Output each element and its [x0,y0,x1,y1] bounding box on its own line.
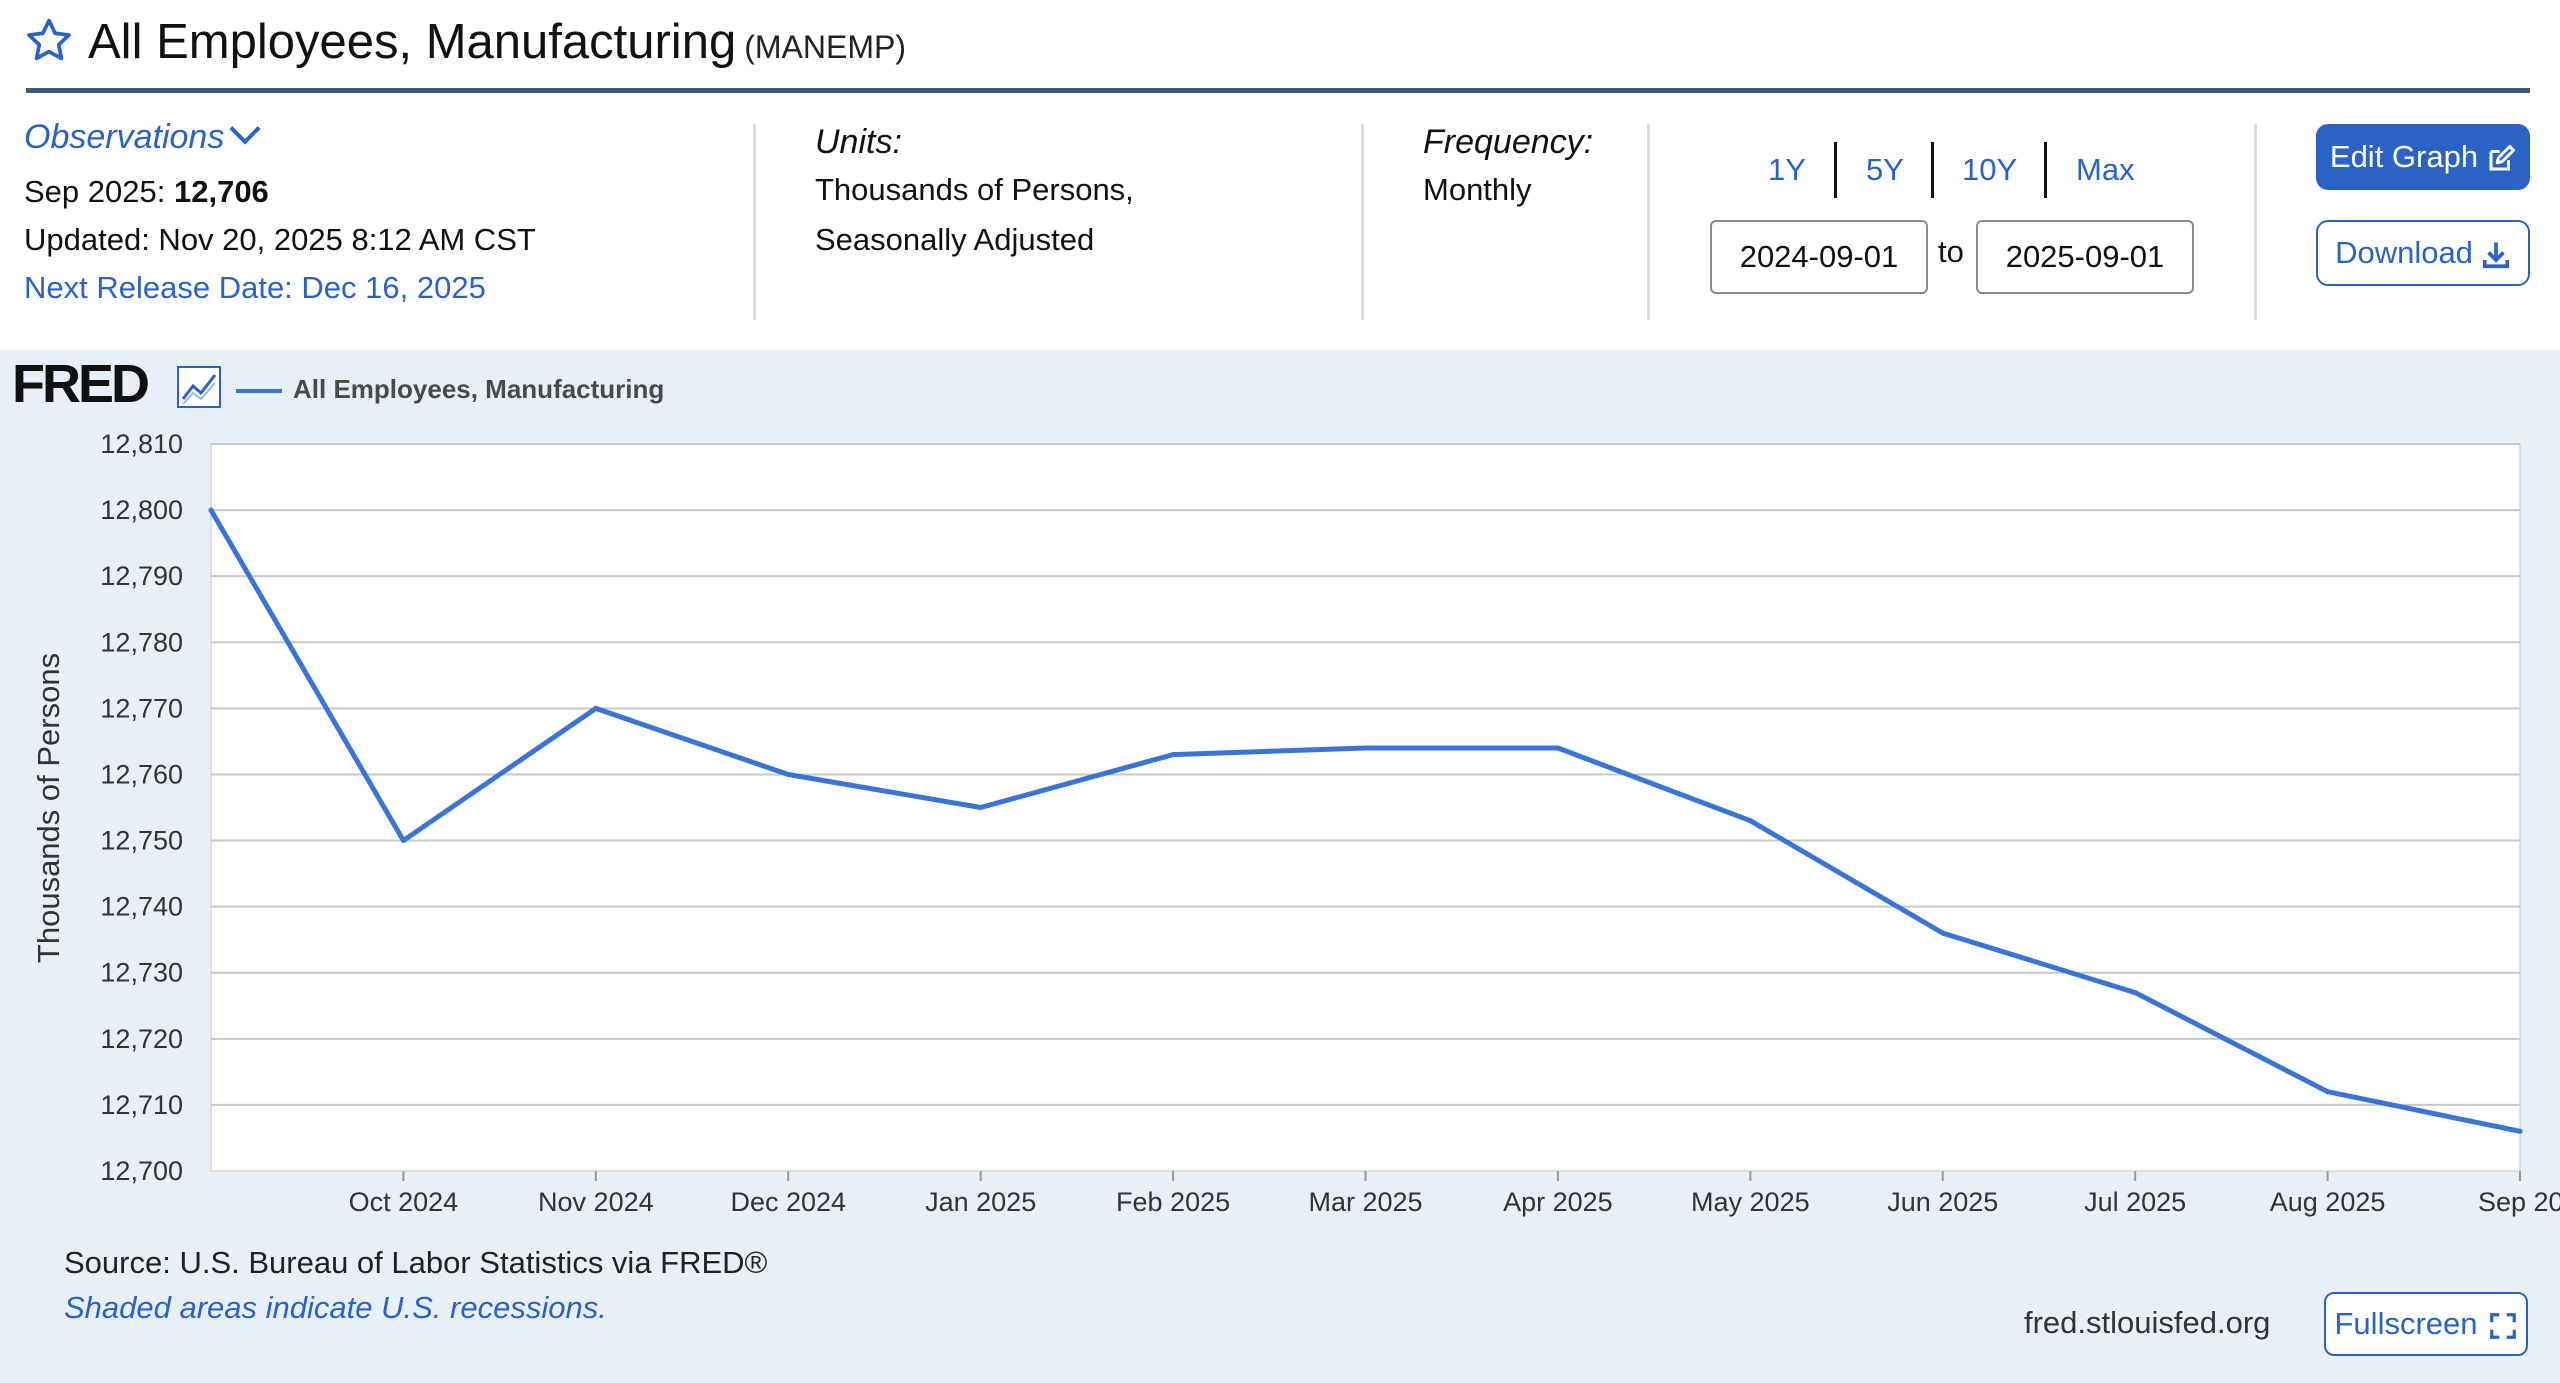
legend-label: All Employees, Manufacturing [293,374,664,404]
chart: FRED All Employees, Manufacturing 12,700… [12,354,2560,1217]
y-tick-label: 12,720 [100,1024,183,1054]
y-tick-label: 12,730 [100,958,183,988]
x-tick-label: Jul 2025 [2084,1187,2186,1217]
x-tick-label: Dec 2024 [730,1187,846,1217]
y-tick-label: 12,810 [100,429,183,459]
range-max-button[interactable]: Max [2076,152,2135,187]
end-date-input[interactable]: 2025-09-01 [1976,220,2194,294]
fullscreen-label: Fullscreen [2334,1306,2478,1341]
series-id: (MANEMP) [744,29,906,65]
data-point [1555,745,1561,751]
plot-area [210,443,2521,1172]
download-button[interactable]: Download [2316,220,2530,286]
data-point [1170,752,1176,758]
units-value-line2: Seasonally Adjusted [815,222,1095,257]
data-point [1363,745,1368,751]
info-divider [753,124,756,320]
start-date-input[interactable]: 2024-09-01 [1710,220,1928,294]
data-point [2517,1128,2523,1134]
info-divider [1647,124,1650,320]
y-tick-label: 12,750 [100,826,183,856]
download-icon [2482,242,2510,268]
latest-value: 12,706 [173,174,269,209]
units-label: Units: [815,123,902,161]
latest-observation: Sep 2025: 12,706 [24,168,269,216]
x-tick-label: May 2025 [1691,1187,1810,1217]
edit-graph-button[interactable]: Edit Graph [2316,124,2530,190]
units-value-line1: Thousands of Persons, [815,172,1134,207]
source-credit: Source: U.S. Bureau of Labor Statistics … [64,1245,768,1280]
download-label: Download [2335,235,2473,270]
data-point [978,805,984,810]
info-divider [1361,124,1364,320]
data-point [208,507,214,513]
title-divider [26,88,2530,93]
site-url: fred.stlouisfed.org [2024,1305,2271,1340]
x-axis-ticks: Oct 2024 Nov 2024 Dec 2024 Jan 2025 Feb 2025… [349,1171,2560,1217]
recession-note: Shaded areas indicate U.S. recessions. [64,1290,607,1325]
range-10y-button[interactable]: 10Y [1962,152,2018,187]
range-separator [2044,142,2047,198]
updated-timestamp: Updated: Nov 20, 2025 8:12 AM CST [24,222,536,257]
chevron-down-icon [229,113,261,145]
star-icon[interactable] [24,16,74,66]
info-divider [2254,124,2257,320]
data-point [785,771,791,777]
series-points [208,507,2523,1134]
range-separator [1931,142,1934,198]
x-tick-label: Mar 2025 [1308,1187,1422,1217]
x-tick-label: Jun 2025 [1887,1187,1998,1217]
fullscreen-button[interactable]: Fullscreen [2324,1292,2528,1356]
data-point [593,705,599,711]
y-tick-label: 12,800 [100,495,183,525]
y-axis-ticks: 12,700 12,710 12,720 12,730 12,740 12,750 12,7… [100,429,183,1186]
y-tick-label: 12,790 [100,561,183,591]
observations-toggle[interactable]: Observations [24,113,261,157]
y-tick-label: 12,780 [100,627,183,657]
edit-graph-label: Edit Graph [2329,139,2479,174]
fred-logo: FRED [12,354,148,414]
next-release-link[interactable]: Next Release Date: Dec 16, 2025 [24,270,486,305]
y-tick-label: 12,760 [100,759,183,789]
frequency-value: Monthly [1423,172,1532,207]
data-point [2132,990,2138,996]
y-tick-label: 12,770 [100,693,183,723]
x-tick-label: Nov 2024 [538,1187,654,1217]
series-title: All Employees, Manufacturing [88,15,737,69]
data-point [1940,930,1946,936]
x-tick-label: Aug 2025 [2270,1187,2386,1217]
edit-icon [2489,144,2516,171]
page-title: All Employees, Manufacturing (MANEMP) [88,12,906,77]
range-5y-button[interactable]: 5Y [1866,152,1904,187]
x-tick-label: Jan 2025 [925,1187,1036,1217]
data-point [2325,1089,2331,1095]
x-tick-label: Sep 202 [2478,1187,2560,1217]
observations-label: Observations [24,118,225,156]
date-range-to-label: to [1938,234,1964,269]
data-point [1747,818,1753,824]
range-separator [1834,142,1837,198]
frequency-label: Frequency: [1423,123,1594,161]
x-tick-label: Apr 2025 [1503,1187,1613,1217]
range-1y-button[interactable]: 1Y [1768,152,1806,187]
fullscreen-icon [2489,1312,2516,1339]
y-axis-label: Thousands of Persons [31,653,66,963]
data-point [400,838,406,844]
graph-icon [177,366,221,408]
y-tick-label: 12,700 [100,1156,183,1186]
y-tick-label: 12,710 [100,1090,183,1120]
x-tick-label: Oct 2024 [349,1187,459,1217]
y-tick-label: 12,740 [100,892,183,922]
latest-date: Sep 2025: [24,174,166,209]
x-tick-label: Feb 2025 [1116,1187,1230,1217]
